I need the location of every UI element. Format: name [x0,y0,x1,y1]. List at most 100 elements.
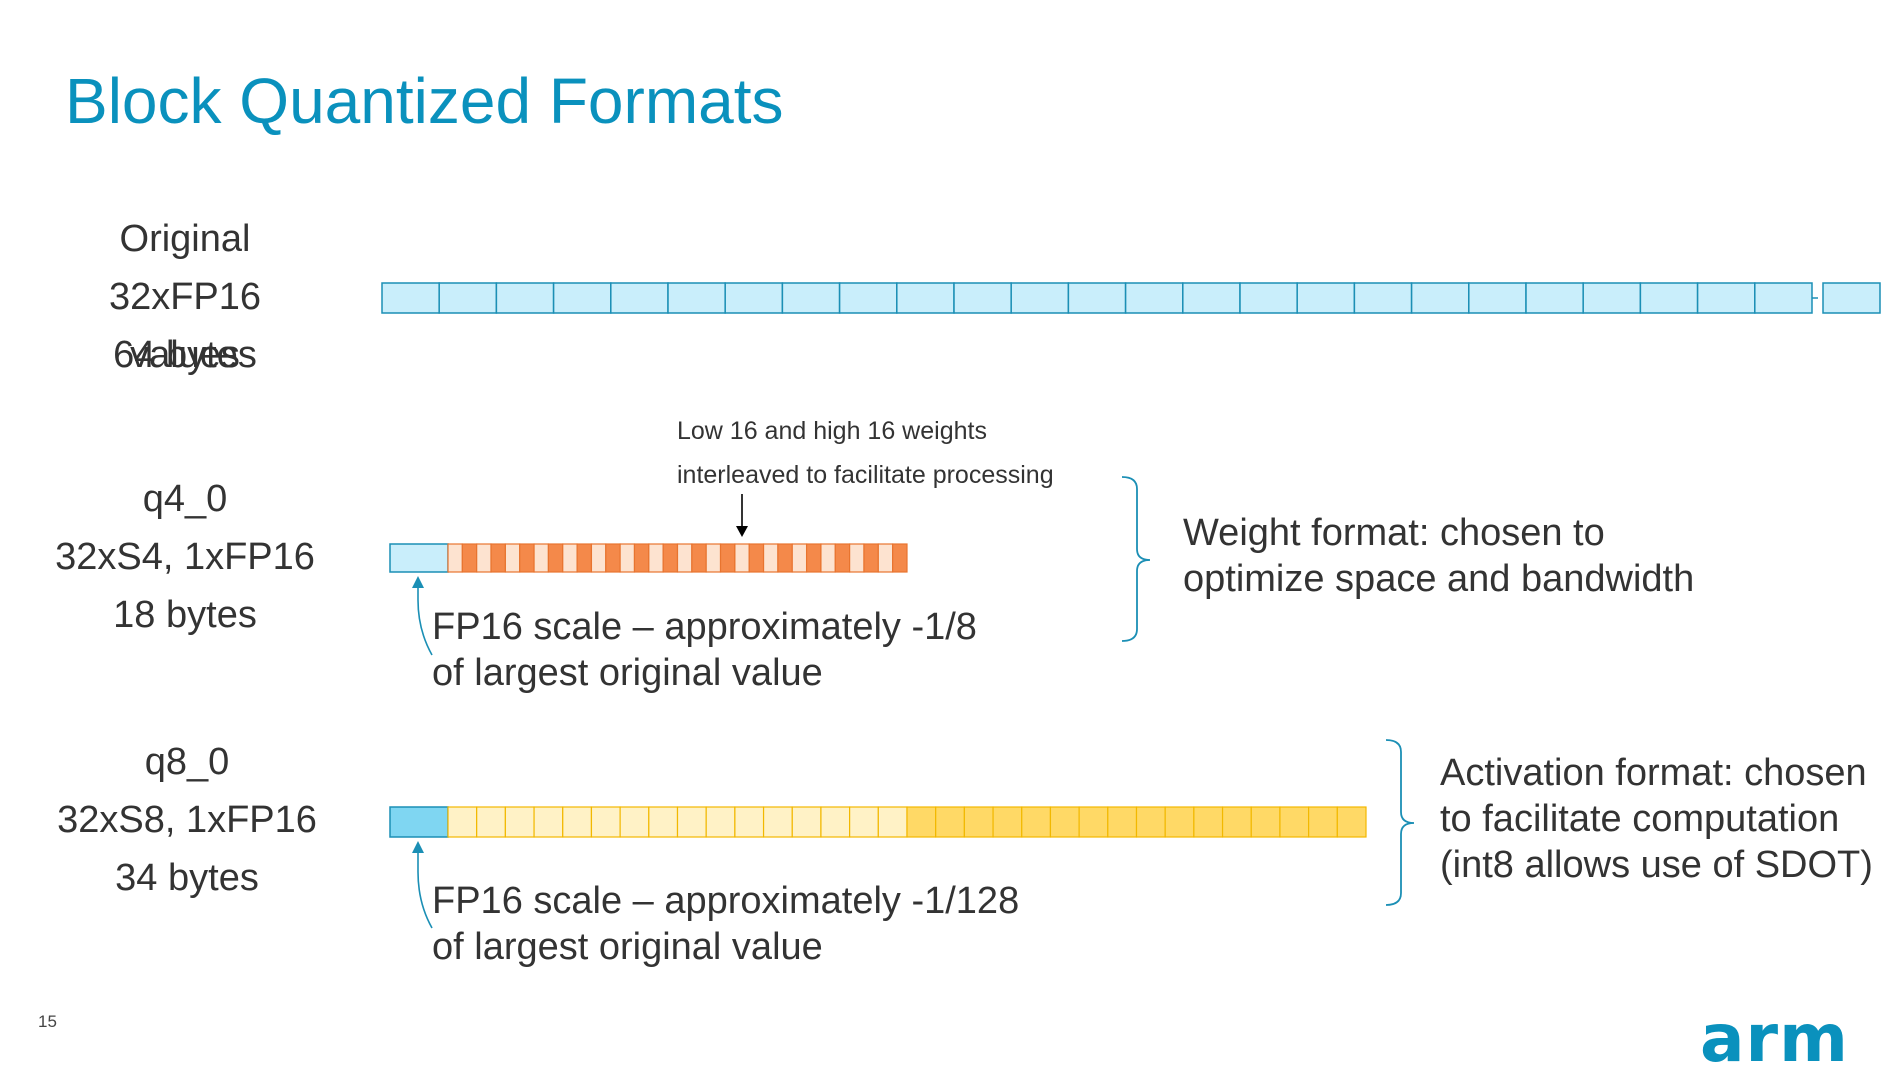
q8-byte-cell [1221,806,1252,838]
fp16-value-cell [1182,282,1241,314]
q8-byte-cell [533,806,564,838]
q4-nibble-cell [476,543,492,573]
q8-byte-cell [476,806,506,838]
q8-scale-cell [389,806,449,838]
fp16-value-cell [1353,282,1413,314]
q8-scale-caption-line-1: FP16 scale – approximately -1/128 [432,880,1020,922]
q4-nibble-cell [547,543,564,573]
q8-block-bar [389,806,1367,838]
q4-nibble-cell [791,543,808,573]
q8-scale-caption-line-2: of largest original value [432,926,823,968]
fp16-value-cell [1639,282,1699,314]
q8-byte-cell [1336,806,1367,838]
activation-format-bracket [1385,739,1415,906]
q4-nibble-cell [648,543,664,573]
q4-nibble-cell [619,543,636,573]
activation-format-caption-line-3: (int8 allows use of SDOT) [1440,844,1873,886]
q4-scale-caption-line-1: FP16 scale – approximately -1/8 [432,606,977,648]
q8-byte-cell [906,806,937,838]
q8-label-line-2: 32xS8, 1xFP16 [57,799,317,841]
weight-format-bracket [1121,476,1151,642]
q4-nibble-cell [805,543,822,573]
q8-byte-cell [762,806,793,838]
q4-nibble-cell [705,543,722,573]
page-number: 15 [38,1012,57,1031]
q4-nibble-cell [777,543,793,573]
q4-nibble-cell [834,543,851,573]
q8-byte-cell [1193,806,1224,838]
q4-nibble-cell [820,543,836,573]
q8-byte-cell [1308,806,1338,838]
q8-byte-cell [963,806,994,838]
original-label-line-2: 32xFP16 values [108,276,262,376]
q4-nibble-cell [533,543,550,573]
fp16-value-cell [1067,282,1127,314]
q8-scale-arrow-curve [417,851,433,929]
q4-scale-cell [389,543,449,573]
interleave-note-line-1: Low 16 and high 16 weights [677,417,987,445]
fp16-value-cell [1010,282,1070,314]
q4-nibble-cell [863,543,879,573]
fp16-value-cell [1468,282,1527,314]
q8-byte-cell [562,806,593,838]
q8-byte-cell [992,806,1023,838]
q4-nibble-cell [605,543,621,573]
q4-nibble-cell [562,543,578,573]
q8-label: q8_0 32xS8, 1xFP16 34 bytes [57,733,317,907]
q8-byte-cell [705,806,736,838]
q8-byte-cell [734,806,765,838]
fp16-value-cell [1296,282,1356,314]
fp16-value-cell-last [1822,282,1881,314]
q4-nibble-cell [676,543,693,573]
q8-byte-cell [1164,806,1195,838]
q4-nibble-cell [662,543,679,573]
weight-format-caption-line-1: Weight format: chosen to [1183,512,1605,554]
q8-byte-cell [935,806,965,838]
q4-nibble-cell [762,543,779,573]
q8-byte-cell [849,806,879,838]
fp16-value-cell [1582,282,1642,314]
q8-label-line-3: 34 bytes [115,857,259,899]
q4-label-line-2: 32xS4, 1xFP16 [55,536,315,578]
q4-label-line-3: 18 bytes [113,594,257,636]
interleave-note-line-2: interleaved to facilitate processing [677,461,1054,489]
q4-nibble-cell [719,543,736,573]
q8-scale-arrow-head [412,841,424,853]
q8-byte-cell [1107,806,1138,838]
q8-byte-cell [648,806,679,838]
q4-nibble-cell [490,543,506,573]
q4-nibble-cell [590,543,607,573]
q4-nibble-cell [519,543,535,573]
slide-title: Block Quantized Formats [65,65,784,137]
original-label: Original 32xFP16 values 64 bytes [55,210,315,384]
fp16-value-cell [838,282,898,314]
fp16-value-cell [781,282,841,314]
original-label-line-3: 64 bytes [113,334,257,376]
q4-nibble-cell [504,543,521,573]
fp16-value-cell [1124,282,1184,314]
q4-nibble-cell [461,543,478,573]
q8-byte-cell [1135,806,1166,838]
q8-byte-cell [619,806,650,838]
q4-scale-arrow-curve [417,586,433,656]
fp16-value-cell [495,282,555,314]
q4-nibble-cell [892,543,908,573]
q8-byte-cell [791,806,822,838]
q4-label: q4_0 32xS4, 1xFP16 18 bytes [55,470,315,644]
q4-nibble-cell [691,543,707,573]
q8-byte-cell [820,806,851,838]
q8-byte-cell [447,806,478,838]
q8-byte-cell [877,806,908,838]
arm-logo: arm [1700,1000,1849,1077]
q8-label-line-1: q8_0 [144,741,230,783]
q4-nibble-cell [849,543,865,573]
fp16-value-cell [1754,282,1813,314]
fp16-value-cell [724,282,784,314]
weight-format-caption-line-2: optimize space and bandwidth [1183,558,1695,600]
q4-nibble-cell [734,543,750,573]
q8-byte-cell [1250,806,1281,838]
fp16-value-cell [552,282,612,314]
q8-byte-cell [504,806,535,838]
